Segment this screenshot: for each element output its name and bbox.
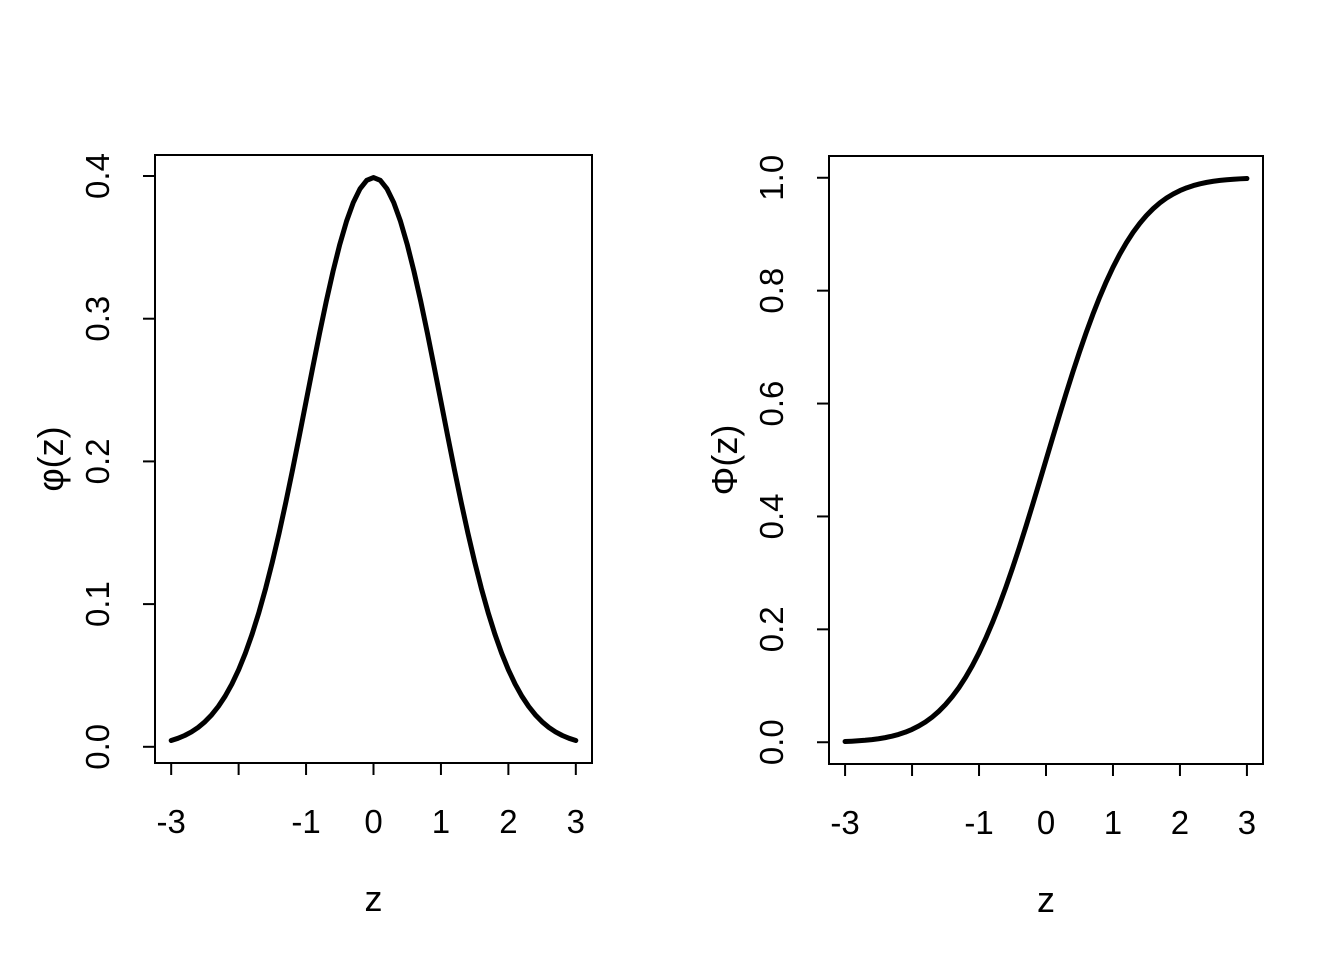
cdf-x-tick-label: 1 (1104, 804, 1122, 841)
cdf-x-tick-label: 0 (1037, 804, 1055, 841)
cdf-x-axis-label: z (1037, 879, 1055, 920)
pdf-plot-box (154, 154, 593, 764)
pdf-x-tick-label: 1 (432, 803, 450, 840)
cdf-y-tick-label: 0.0 (753, 719, 790, 765)
pdf-y-axis-label: φ(z) (30, 426, 71, 491)
pdf-x-tick-label: 0 (364, 803, 382, 840)
cdf-y-tick-label: 0.8 (753, 268, 790, 314)
pdf-y-tick-label: 0.1 (79, 581, 116, 627)
pdf-y-tick-label: 0.4 (79, 153, 116, 199)
pdf-x-axis-label: z (365, 878, 383, 919)
cdf-y-tick-label: 0.6 (753, 381, 790, 427)
cdf-y-axis-label: Φ(z) (704, 425, 745, 496)
cdf-x-tick-label: 3 (1238, 804, 1256, 841)
pdf-y-tick-label: 0.0 (79, 724, 116, 770)
cdf-y-tick-label: 0.2 (753, 606, 790, 652)
pdf-x-tick-label: -1 (291, 803, 320, 840)
pdf-x-tick-label: 3 (567, 803, 585, 840)
pdf-x-tick-label: 2 (499, 803, 517, 840)
pdf-curve (168, 175, 579, 743)
cdf-x-tick-label: -1 (964, 804, 993, 841)
cdf-plot-panel: -3 -1 0 1 2 3 0.0 0.2 0.4 0.6 0.8 1.0 z Φ(z) (704, 155, 1264, 920)
pdf-plot-panel: -3 -1 0 1 2 3 0.0 0.1 0.2 0.3 0.4 z φ(z) (30, 153, 593, 919)
pdf-y-tick-label: 0.3 (79, 296, 116, 342)
pdf-y-tick-label: 0.2 (79, 438, 116, 484)
cdf-y-tick-label: 0.4 (753, 494, 790, 540)
cdf-x-tick-label: -3 (830, 804, 859, 841)
pdf-x-tick-label: -3 (157, 803, 186, 840)
cdf-y-tick-label: 1.0 (753, 155, 790, 201)
cdf-x-tick-label: 2 (1171, 804, 1189, 841)
cdf-curve (842, 176, 1250, 744)
